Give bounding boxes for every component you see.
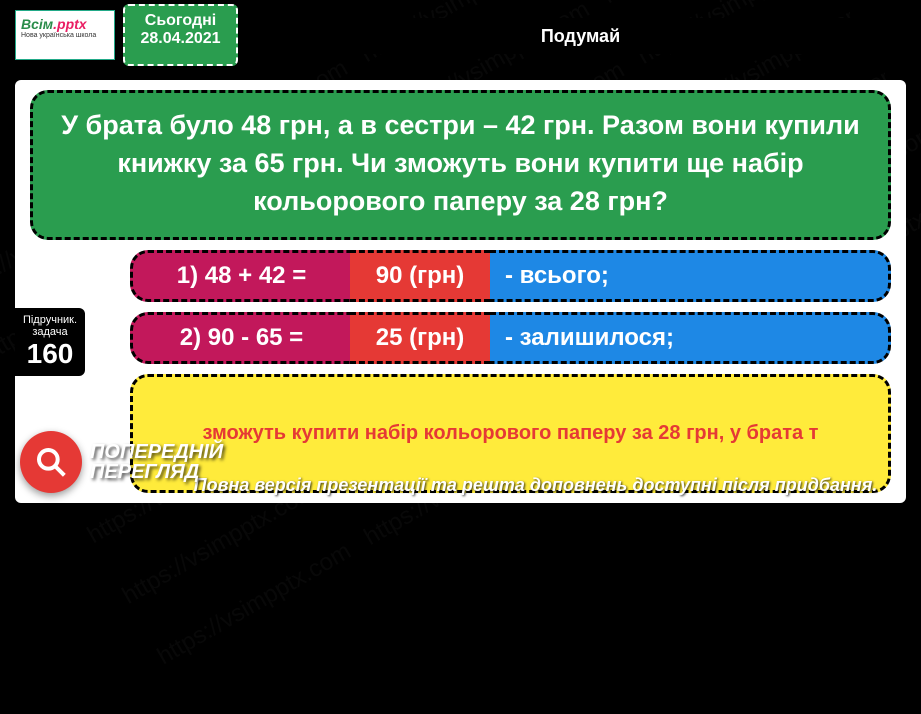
step-2-result: 25 (грн) bbox=[350, 312, 490, 364]
full-version-notice: Повна версія презентації та решта доповн… bbox=[180, 475, 891, 496]
step-1: 1) 48 + 42 = 90 (грн) - всього; bbox=[130, 250, 891, 302]
problem-text: У брата було 48 грн, а в сестри – 42 грн… bbox=[30, 90, 891, 240]
step-2: 2) 90 - 65 = 25 (грн) - залишилося; bbox=[130, 312, 891, 364]
step-2-expr: 2) 90 - 65 = bbox=[130, 312, 350, 364]
date-box: Сьогодні 28.04.2021 bbox=[123, 4, 238, 66]
magnifier-icon bbox=[20, 431, 82, 493]
ref-number: 160 bbox=[17, 338, 83, 370]
slide-title: Подумай bbox=[255, 18, 906, 54]
header: Всім.pptx Нова українська школа Сьогодні… bbox=[0, 0, 921, 70]
step-1-expr: 1) 48 + 42 = bbox=[130, 250, 350, 302]
step-1-label: - всього; bbox=[490, 250, 891, 302]
step-1-result: 90 (грн) bbox=[350, 250, 490, 302]
logo-subtitle: Нова українська школа bbox=[21, 32, 109, 39]
date-value: 28.04.2021 bbox=[131, 30, 230, 48]
page-reference: Підручник. задача 160 bbox=[15, 308, 85, 376]
logo-brand: Всім.pptx bbox=[21, 16, 109, 32]
preview-label: ПОПЕРЕДНІЙ ПЕРЕГЛЯД bbox=[90, 442, 223, 482]
ref-caption: Підручник. задача bbox=[17, 314, 83, 338]
today-label: Сьогодні bbox=[131, 12, 230, 30]
step-2-label: - залишилося; bbox=[490, 312, 891, 364]
logo: Всім.pptx Нова українська школа bbox=[15, 10, 115, 60]
preview-badge: ПОПЕРЕДНІЙ ПЕРЕГЛЯД bbox=[20, 431, 223, 493]
